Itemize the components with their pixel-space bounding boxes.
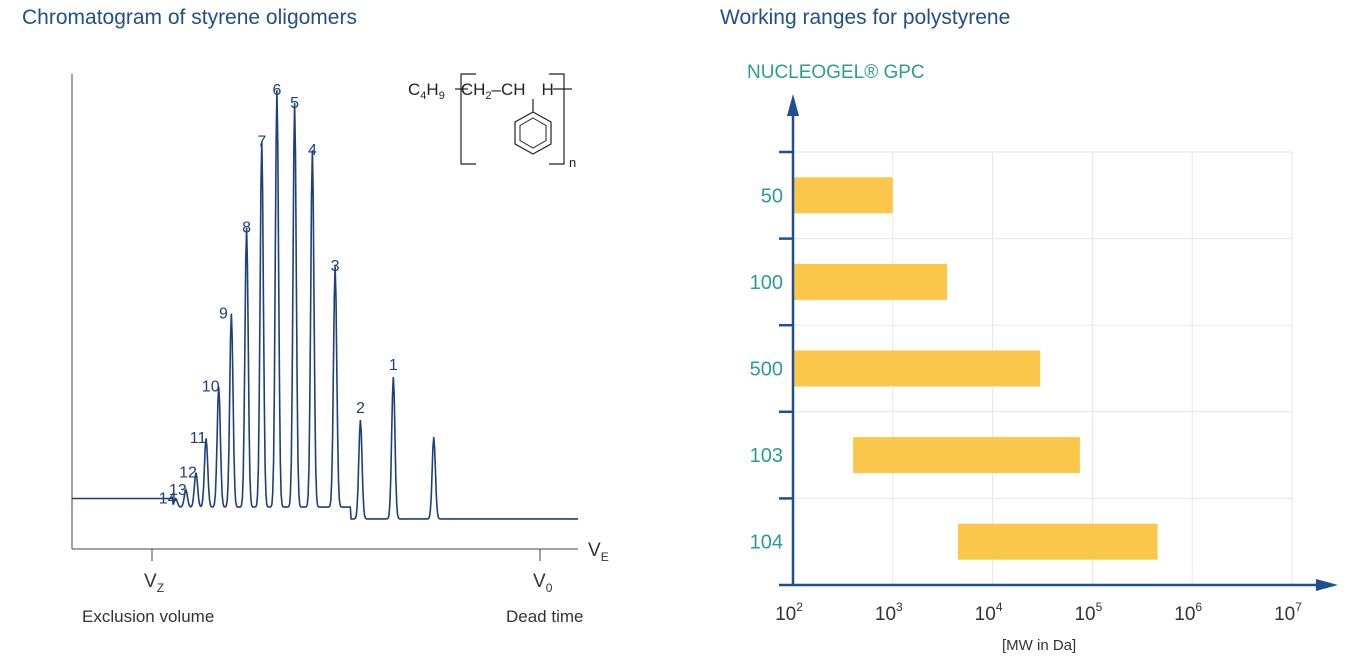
peak-label-1: 1 [389, 357, 398, 374]
peak-label-4: 4 [308, 142, 317, 159]
x-tick-label: 103 [875, 600, 903, 625]
formula-text: C4H9 CH2–CH H [408, 80, 554, 102]
peak-label-13: 13 [169, 482, 187, 499]
x-tick-label: 106 [1174, 600, 1202, 625]
dead-time-caption: Dead time [506, 607, 583, 626]
range-bar-100 [793, 263, 948, 300]
ve-label: VE [588, 540, 609, 564]
x-tick-label: 102 [775, 600, 803, 625]
x-tick-label: 107 [1274, 600, 1302, 625]
category-label-104: 104 [750, 532, 783, 554]
range-bar-103 [853, 437, 1080, 474]
working-ranges-title: Working ranges for polystyrene [720, 6, 1011, 29]
category-label-500: 500 [750, 359, 783, 381]
peak-label-2: 2 [356, 400, 365, 417]
peak-label-5: 5 [290, 95, 299, 112]
working-ranges-x-tick-labels: 102 103 104 105 106 107 [775, 600, 1302, 625]
peak-label-11: 11 [190, 430, 207, 447]
nucleogel-axis-title: NUCLEOGEL® GPC [747, 62, 925, 83]
v0-symbol: V0 [533, 571, 553, 595]
chromatogram-chart: VE VZ V0 Exclusion volume Dead time 1413… [71, 73, 609, 626]
range-bar-500 [793, 350, 1041, 387]
chromatogram-title: Chromatogram of styrene oligomers [22, 6, 357, 29]
mw-axis-label: [MW in Da] [1002, 637, 1076, 654]
peak-label-3: 3 [331, 258, 340, 275]
range-bar-50 [793, 177, 893, 214]
formula-left-bracket [460, 73, 476, 165]
category-label-50: 50 [761, 185, 783, 207]
range-bar-104 [958, 523, 1158, 560]
y-axis-arrowhead [787, 94, 799, 116]
peak-label-6: 6 [272, 82, 281, 99]
x-tick-label: 104 [975, 600, 1003, 625]
x-tick-label: 105 [1074, 600, 1102, 625]
peak-label-12: 12 [179, 465, 197, 482]
category-label-103: 103 [750, 445, 783, 467]
working-ranges-category-labels: 50 100 500 103 104 [750, 185, 783, 553]
vz-symbol: VZ [144, 571, 164, 595]
styrene-formula: C4H9 CH2–CH H n [408, 73, 576, 170]
x-axis-arrowhead [1316, 579, 1338, 591]
working-ranges-bars [793, 177, 1158, 560]
benzene-ring [514, 111, 552, 155]
peak-label-14: 14 [159, 490, 177, 507]
category-label-100: 100 [750, 272, 783, 294]
benzene-inner-ring [519, 117, 547, 149]
peak-label-9: 9 [219, 306, 228, 323]
peak-label-10: 10 [202, 379, 220, 396]
working-ranges-chart: 50 100 500 103 104 102 103 104 105 106 107 NUCLEO… [747, 62, 1338, 654]
chromatogram-trace [72, 89, 578, 520]
peak-label-7: 7 [257, 134, 266, 151]
peak-label-8: 8 [242, 220, 251, 237]
formula-repeat-n: n [569, 155, 576, 170]
formula-right-bracket [549, 73, 565, 165]
exclusion-volume-caption: Exclusion volume [82, 607, 214, 626]
